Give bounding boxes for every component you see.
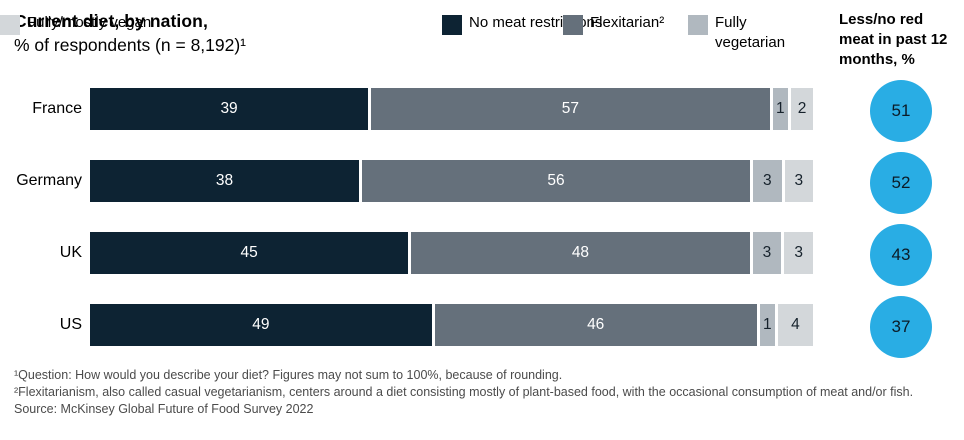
- category-label-germany: Germany: [16, 172, 82, 189]
- segment-fully-vegetarian: 1: [759, 304, 775, 346]
- segment-flexitarian: 48: [411, 232, 750, 274]
- segment-fully-vegetarian: 1: [772, 88, 788, 130]
- footnotes: ¹Question: How would you describe your d…: [14, 367, 952, 418]
- category-label-uk: UK: [59, 244, 82, 261]
- segment-value: 3: [762, 244, 772, 261]
- segment-fully-vegetarian: 3: [753, 160, 782, 202]
- chart-row-uk: UK 45 48 3 3 43: [0, 224, 964, 286]
- legend-swatch-no-meat-restrictions: [442, 15, 462, 35]
- circle-cell-uk: 43: [813, 224, 964, 286]
- segment-value: 49: [252, 316, 270, 333]
- segment-value: 57: [561, 100, 580, 117]
- legend-item-flexitarian: Flexitarian²: [563, 13, 668, 35]
- segment-fully-mostly-vegan: 3: [784, 232, 813, 274]
- segment-value: 38: [215, 172, 234, 189]
- chart-subtitle: % of respondents (n = 8,192)¹: [14, 35, 247, 55]
- circle-cell-france: 51: [813, 80, 964, 142]
- chart-row-us: US 49 46 1 4 37: [0, 296, 964, 358]
- stacked-bar-germany: 38 56 3 3: [90, 160, 814, 202]
- legend-swatch-fully-mostly-vegan: [0, 15, 20, 35]
- legend-label: Fully vegetarian: [715, 14, 786, 51]
- footnote-1: ¹Question: How would you describe your d…: [14, 368, 563, 382]
- segment-value: 3: [794, 172, 804, 189]
- segment-value: 39: [220, 100, 238, 117]
- segment-fully-mostly-vegan: 2: [791, 88, 813, 130]
- legend-item-fully-mostly-vegan: Fully/mostly vegan: [0, 13, 151, 35]
- segment-value: 3: [794, 244, 803, 261]
- segment-value: 1: [762, 316, 772, 333]
- segment-fully-mostly-vegan: 3: [784, 160, 814, 202]
- chart-row-germany: Germany 38 56 3 3 52: [0, 152, 964, 214]
- red-meat-circle-us: 37: [870, 296, 932, 358]
- segment-value: 56: [547, 172, 565, 189]
- stacked-bar-uk: 45 48 3 3: [90, 232, 813, 274]
- segment-flexitarian: 56: [361, 160, 751, 202]
- legend-label: Flexitarian²: [590, 14, 665, 31]
- source-line: Source: McKinsey Global Future of Food S…: [14, 402, 314, 416]
- stacked-bar-us: 49 46 1 4: [90, 304, 813, 346]
- segment-value: 45: [240, 244, 258, 261]
- segment-value: 4: [791, 316, 800, 333]
- legend-label: Fully/mostly vegan: [27, 14, 152, 31]
- stacked-bar-chart: France 39 57 1 2 51 Germany 38 56 3 3 52 UK 45 48 3 3 43 U…: [0, 80, 964, 376]
- stacked-bar-france: 39 57 1 2: [90, 88, 813, 130]
- red-meat-circle-germany: 52: [870, 152, 932, 214]
- segment-flexitarian: 57: [371, 88, 770, 130]
- red-meat-circle-uk: 43: [870, 224, 932, 286]
- chart-title: Current diet, by nation,: [14, 11, 208, 31]
- segment-fully-vegetarian: 3: [752, 232, 782, 274]
- circle-cell-germany: 52: [813, 152, 964, 214]
- segment-value: 46: [587, 316, 605, 333]
- chart-row-france: France 39 57 1 2 51: [0, 80, 964, 142]
- segment-value: 1: [776, 100, 785, 117]
- segment-no-meat-restrictions: 38: [90, 160, 359, 202]
- segment-no-meat-restrictions: 39: [90, 88, 369, 130]
- legend-swatch-fully-vegetarian: [688, 15, 708, 35]
- segment-flexitarian: 46: [434, 304, 757, 346]
- segment-no-meat-restrictions: 45: [90, 232, 409, 274]
- footnote-2: ²Flexitarianism, also called casual vege…: [14, 385, 914, 399]
- category-label-us: US: [59, 316, 82, 333]
- legend-swatch-flexitarian: [563, 15, 583, 35]
- category-label-france: France: [32, 100, 82, 117]
- legend-item-fully-vegetarian: Fully vegetarian: [688, 13, 805, 52]
- segment-value: 2: [797, 100, 807, 117]
- title-block: Current diet, by nation, % of respondent…: [14, 9, 246, 57]
- segment-value: 48: [571, 244, 590, 261]
- red-meat-circle-france: 51: [870, 80, 932, 142]
- segment-no-meat-restrictions: 49: [90, 304, 432, 346]
- segment-fully-mostly-vegan: 4: [777, 304, 813, 346]
- circle-cell-us: 37: [813, 296, 964, 358]
- segment-value: 3: [762, 172, 772, 189]
- circle-column-header: Less/no red meat in past 12 months, %: [839, 11, 948, 68]
